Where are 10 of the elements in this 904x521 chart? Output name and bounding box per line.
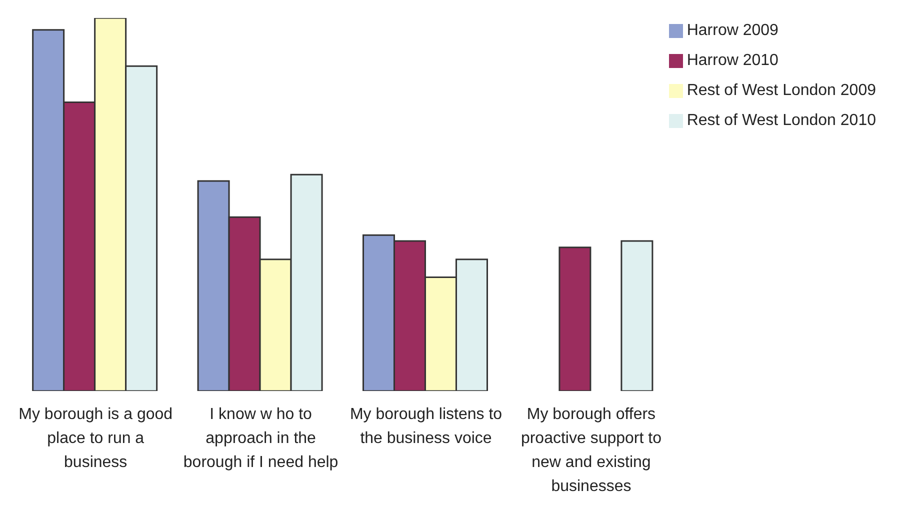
legend-label: Harrow 2009 <box>686 22 778 39</box>
x-tick-label: I know w ho to approach in the borough if I need help <box>183 406 338 471</box>
x-tick-label: My borough offers proactive support to new and existing businesses <box>520 406 662 495</box>
legend-label: Rest of West London 2009 <box>686 82 876 99</box>
x-tick-label: My borough is a good place to run a business <box>18 406 173 471</box>
legend-label: Rest of West London 2010 <box>686 112 876 129</box>
legend-label: Harrow 2010 <box>686 52 778 69</box>
bar <box>620 240 654 391</box>
x-tick-label: My borough listens to the business voice <box>350 406 502 447</box>
bar <box>558 246 592 391</box>
